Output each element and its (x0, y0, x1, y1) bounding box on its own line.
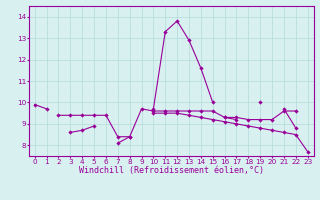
X-axis label: Windchill (Refroidissement éolien,°C): Windchill (Refroidissement éolien,°C) (79, 166, 264, 175)
